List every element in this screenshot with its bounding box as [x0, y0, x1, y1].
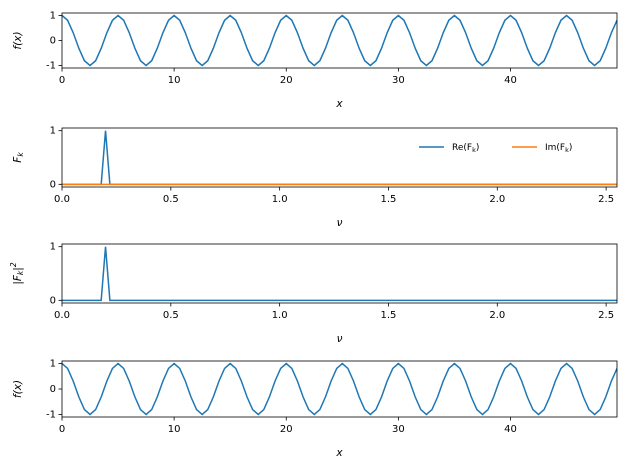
x-tick-label: 0.0 — [54, 310, 70, 321]
x-tick-label: 0 — [59, 75, 65, 86]
x-axis-label: ν — [337, 217, 343, 229]
x-tick-label: 40 — [504, 75, 517, 86]
line-series — [62, 14, 617, 67]
line-series — [62, 246, 617, 302]
x-tick-label: 0.5 — [163, 194, 179, 205]
y-tick-label: 0 — [50, 179, 56, 190]
x-tick-label: 10 — [168, 75, 181, 86]
x-tick-label: 40 — [504, 424, 517, 435]
x-tick-label: 1.0 — [272, 194, 288, 205]
x-tick-label: 20 — [280, 75, 293, 86]
x-tick-label: 2.0 — [489, 310, 505, 321]
y-tick-label: -1 — [46, 61, 56, 72]
legend-label: Im(Fk) — [545, 143, 572, 155]
y-axis-label: f(x) — [12, 31, 24, 49]
y-tick-label: 0 — [50, 295, 56, 306]
y-tick-label: 0 — [50, 384, 56, 395]
y-tick-label: 1 — [50, 126, 56, 137]
x-axis-label: x — [335, 98, 343, 110]
y-tick-label: -1 — [46, 409, 56, 420]
x-tick-label: 0 — [59, 424, 65, 435]
x-tick-label: 20 — [280, 424, 293, 435]
y-axis-label: f(x) — [12, 380, 24, 398]
legend-label: Re(Fk) — [452, 143, 479, 155]
x-tick-label: 30 — [392, 424, 405, 435]
y-axis-label: |Fk|2 — [9, 262, 25, 285]
y-axis-label: Fk — [12, 152, 25, 163]
axes-frame — [61, 12, 618, 69]
x-tick-label: 2.0 — [489, 194, 505, 205]
x-tick-label: 2.5 — [598, 194, 614, 205]
axes-frame — [61, 360, 618, 418]
x-tick-label: 10 — [168, 424, 181, 435]
y-tick-label: 1 — [50, 242, 56, 253]
y-tick-label: 1 — [50, 11, 56, 22]
axes: 0.0 0.5 1.0 1.5 2.0 2.5 0 1 ν Fk Re(Fk) Im(Fk) — [12, 126, 618, 229]
y-tick-label: 0 — [50, 36, 56, 47]
y-tick-label: 1 — [50, 359, 56, 370]
axes-frame — [61, 127, 618, 188]
x-axis-label: x — [335, 447, 343, 459]
x-tick-label: 0.0 — [54, 194, 70, 205]
x-tick-label: 1.5 — [381, 194, 397, 205]
x-tick-label: 1.5 — [381, 310, 397, 321]
axes-frame — [61, 243, 618, 304]
line-series — [62, 362, 617, 416]
axes: 0.0 0.5 1.0 1.5 2.0 2.5 0 1 ν |Fk|2 — [9, 242, 618, 345]
x-tick-label: 1.0 — [272, 310, 288, 321]
x-axis-label: ν — [337, 333, 343, 345]
x-tick-label: 2.5 — [598, 310, 614, 321]
x-tick-label: 0.5 — [163, 310, 179, 321]
x-tick-label: 30 — [392, 75, 405, 86]
line-series — [62, 130, 617, 186]
